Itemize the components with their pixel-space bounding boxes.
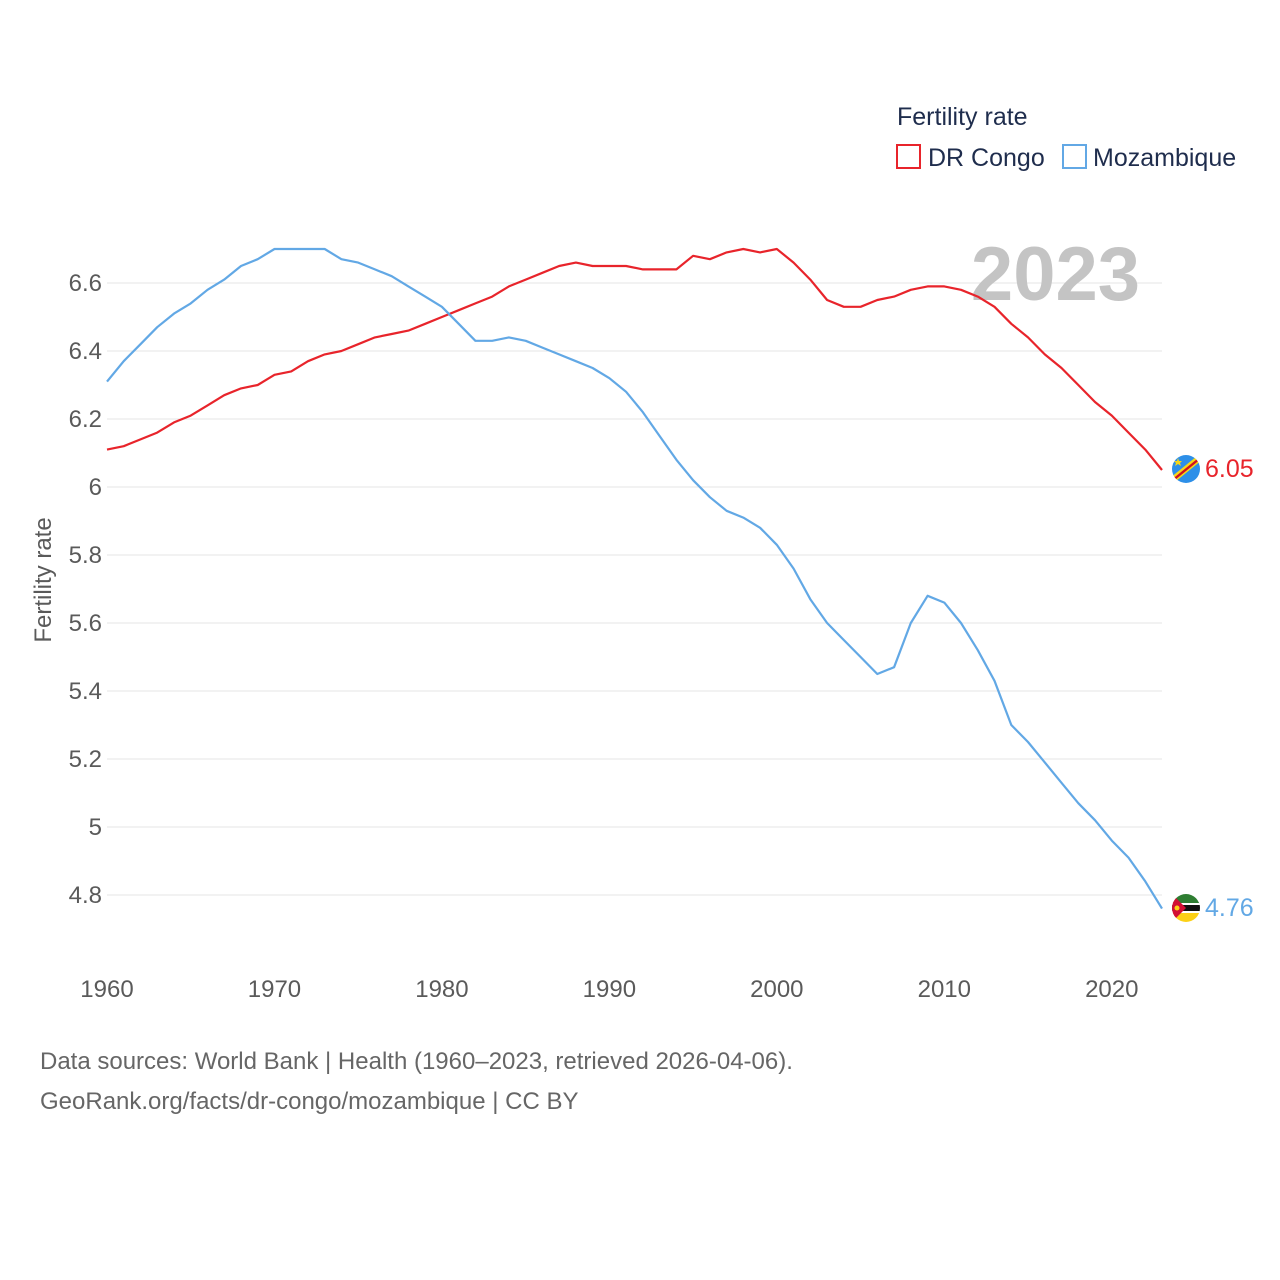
x-tick-label: 2000	[750, 976, 803, 1003]
x-tick-label: 1970	[248, 976, 301, 1003]
mozambique-end-label: 4.76	[1205, 894, 1254, 922]
legend-label-dr-congo: DR Congo	[928, 144, 1045, 172]
y-tick-label: 5.2	[69, 746, 102, 773]
y-tick-label: 5.4	[69, 678, 102, 705]
source-footer: Data sources: World Bank | Health (1960–…	[40, 1042, 793, 1122]
legend-item-mozambique[interactable]: Mozambique	[1062, 144, 1236, 172]
year-watermark: 2023	[971, 232, 1140, 317]
legend-title: Fertility rate	[897, 103, 1028, 131]
legend-label-mozambique: Mozambique	[1093, 144, 1236, 172]
y-tick-label: 6.4	[69, 338, 102, 365]
dr-congo-end-label: 6.05	[1205, 455, 1254, 483]
legend: Fertility rate DR Congo Mozambique	[896, 103, 1236, 172]
x-tick-label: 1980	[415, 976, 468, 1003]
y-tick-label: 5	[89, 814, 102, 841]
y-tick-label: 6.2	[69, 406, 102, 433]
x-axis-ticks: 1960 1970 1980 1990 2000 2010 2020	[80, 976, 1138, 1003]
x-tick-label: 1990	[583, 976, 636, 1003]
legend-swatch-mozambique	[1062, 144, 1087, 169]
series-lines	[106, 247, 1163, 910]
y-tick-label: 6	[89, 474, 102, 501]
y-tick-label: 5.6	[69, 610, 102, 637]
legend-swatch-dr-congo	[896, 144, 921, 169]
y-tick-label: 4.8	[69, 882, 102, 909]
y-axis-ticks: 4.8 5 5.2 5.4 5.6 5.8 6 6.2 6.4 6.6	[69, 270, 102, 909]
mozambique-flag-icon	[1172, 894, 1200, 922]
credit-line: GeoRank.org/facts/dr-congo/mozambique | …	[40, 1088, 579, 1115]
y-tick-label: 6.6	[69, 270, 102, 297]
series-line-dr-congo[interactable]	[106, 247, 1163, 471]
y-axis-title: Fertility rate	[30, 517, 57, 642]
x-tick-label: 2020	[1085, 976, 1138, 1003]
y-tick-label: 5.8	[69, 542, 102, 569]
grid-lines	[107, 282, 1162, 896]
x-tick-label: 2010	[918, 976, 971, 1003]
legend-item-dr-congo[interactable]: DR Congo	[896, 144, 1045, 172]
series-line-mozambique[interactable]	[106, 247, 1163, 910]
x-tick-label: 1960	[80, 976, 133, 1003]
dr-congo-flag-icon	[1172, 455, 1200, 483]
source-line: Data sources: World Bank | Health (1960–…	[40, 1048, 793, 1075]
